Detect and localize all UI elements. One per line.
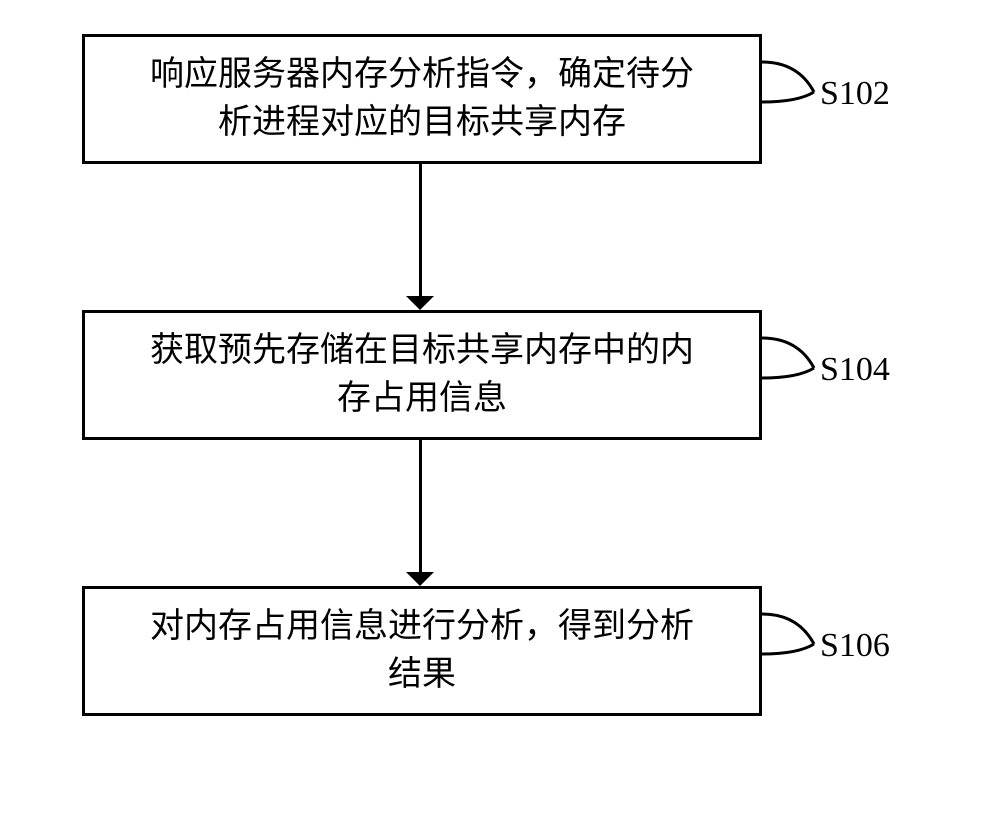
label-connector-s102 — [762, 52, 824, 112]
flowchart-node-s102: 响应服务器内存分析指令，确定待分 析进程对应的目标共享内存 — [82, 34, 762, 164]
step-label-s106: S106 — [820, 627, 890, 665]
flowchart-node-s106: 对内存占用信息进行分析，得到分析 结果 — [82, 586, 762, 716]
label-connector-s104 — [762, 328, 824, 388]
arrowhead-icon — [406, 296, 434, 310]
arrowhead-icon — [406, 572, 434, 586]
label-connector-s106 — [762, 604, 824, 664]
node-text: 获取预先存储在目标共享内存中的内 存占用信息 — [150, 327, 694, 422]
step-label-s102: S102 — [820, 75, 890, 113]
node-text: 对内存占用信息进行分析，得到分析 结果 — [150, 603, 694, 698]
flowchart-node-s104: 获取预先存储在目标共享内存中的内 存占用信息 — [82, 310, 762, 440]
flowchart-edge-1 — [419, 164, 422, 296]
flowchart-edge-2 — [419, 440, 422, 572]
node-text: 响应服务器内存分析指令，确定待分 析进程对应的目标共享内存 — [150, 51, 694, 146]
step-label-s104: S104 — [820, 351, 890, 389]
flowchart-canvas: 响应服务器内存分析指令，确定待分 析进程对应的目标共享内存 S102 获取预先存… — [0, 0, 1000, 822]
